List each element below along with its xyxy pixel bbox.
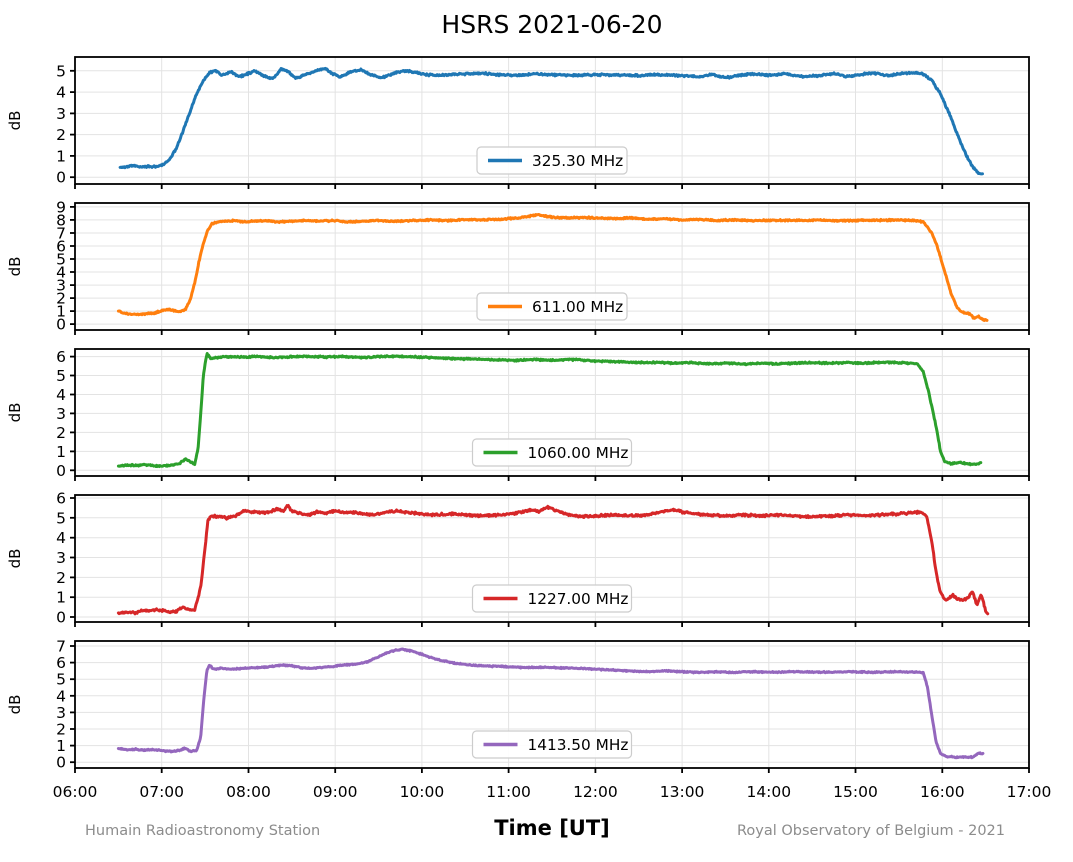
x-tick-label: 14:00 (746, 783, 791, 801)
series-line-611.00-mhz (116, 213, 989, 322)
y-tick-label: 5 (56, 367, 66, 385)
y-tick-label: 4 (56, 264, 66, 282)
y-tick-label: 6 (56, 238, 66, 256)
y-tick-label: 7 (56, 225, 66, 243)
y-tick-label: 5 (56, 62, 66, 80)
y-tick-label: 9 (56, 198, 66, 216)
y-tick-label: 2 (56, 290, 66, 308)
legend-label: 1060.00 MHz (528, 444, 629, 462)
y-tick-label: 3 (56, 105, 66, 123)
y-tick-label: 2 (56, 721, 66, 739)
axes-spines (74, 202, 1030, 331)
x-tick-label: 07:00 (139, 783, 184, 801)
legend-box (471, 438, 633, 467)
y-tick-label: 5 (56, 251, 66, 269)
y-tick-label: 0 (56, 609, 66, 627)
x-axis-label: Time [UT] (494, 816, 610, 840)
y-tick-label: 2 (56, 424, 66, 442)
y-tick-label: 6 (56, 348, 66, 366)
x-tick-label: 10:00 (400, 783, 445, 801)
subplot-panel-4: 0 1 2 3 4 56 dB 1227.00 MHz (6, 490, 1030, 627)
y-axis-unit-label: dB (6, 549, 24, 569)
chart-title: HSRS 2021-06-20 (441, 10, 663, 39)
y-tick-label: 4 (56, 386, 66, 404)
legend-box (476, 146, 628, 175)
x-tick-label: 11:00 (486, 783, 531, 801)
series-line-1413.50-mhz (116, 647, 985, 760)
y-tick-label: 3 (56, 704, 66, 722)
legend-box (471, 584, 633, 613)
y-tick-label: 5 (56, 671, 66, 689)
axes-spines (74, 494, 1030, 623)
axes-spines (74, 640, 1030, 769)
y-tick-label: 4 (56, 84, 66, 102)
x-tick-label: 16:00 (920, 783, 965, 801)
x-tick-label: 15:00 (833, 783, 878, 801)
y-tick-label: 4 (56, 687, 66, 705)
axes-spines (74, 56, 1030, 185)
x-tick-label: 09:00 (313, 783, 358, 801)
y-tick-label: 2 (56, 126, 66, 144)
y-tick-label: 4 (56, 529, 66, 547)
x-tick-label: 06:00 (53, 783, 98, 801)
y-axis-unit-label: dB (6, 111, 24, 131)
y-axis-unit-label: dB (6, 695, 24, 715)
y-tick-label: 8 (56, 211, 66, 229)
legend-label: 611.00 MHz (532, 298, 623, 316)
legend-label: 325.30 MHz (532, 152, 623, 170)
y-tick-label: 0 (56, 462, 66, 480)
y-tick-label: 1 (56, 303, 66, 321)
series-line-1060.00-mhz (116, 352, 983, 468)
legend-label: 1227.00 MHz (528, 590, 629, 608)
y-tick-label: 2 (56, 569, 66, 587)
y-tick-label: 6 (56, 490, 66, 508)
x-tick-label: 17:00 (1007, 783, 1052, 801)
legend-box (471, 730, 633, 759)
subplot-panel-1: 0 1 2 3 4 5 dB 325.30 MHz (6, 56, 1030, 189)
y-axis-unit-label: dB (6, 257, 24, 277)
series-line-325.30-mhz (118, 66, 984, 176)
y-tick-label: 0 (56, 316, 66, 334)
legend-box (476, 292, 628, 321)
y-tick-label: 0 (56, 754, 66, 772)
y-tick-label: 1 (56, 443, 66, 461)
x-tick-label: 12:00 (573, 783, 618, 801)
footer-left-text: Humain Radioastronomy Station (85, 823, 321, 839)
y-tick-label: 7 (56, 638, 66, 656)
x-tick-label: 13:00 (660, 783, 705, 801)
y-tick-label: 1 (56, 147, 66, 165)
y-tick-label: 5 (56, 509, 66, 527)
y-axis-unit-label: dB (6, 403, 24, 423)
y-tick-label: 0 (56, 169, 66, 187)
y-tick-label: 1 (56, 737, 66, 755)
legend-label: 1413.50 MHz (528, 736, 629, 754)
footer-right-text: Royal Observatory of Belgium - 2021 (736, 823, 1005, 839)
y-tick-label: 3 (56, 405, 66, 423)
series-line-1227.00-mhz (116, 504, 990, 616)
y-tick-label: 1 (56, 589, 66, 607)
y-tick-label: 3 (56, 277, 66, 295)
y-tick-label: 3 (56, 549, 66, 567)
x-tick-label: 08:00 (226, 783, 271, 801)
y-tick-label: 6 (56, 654, 66, 672)
